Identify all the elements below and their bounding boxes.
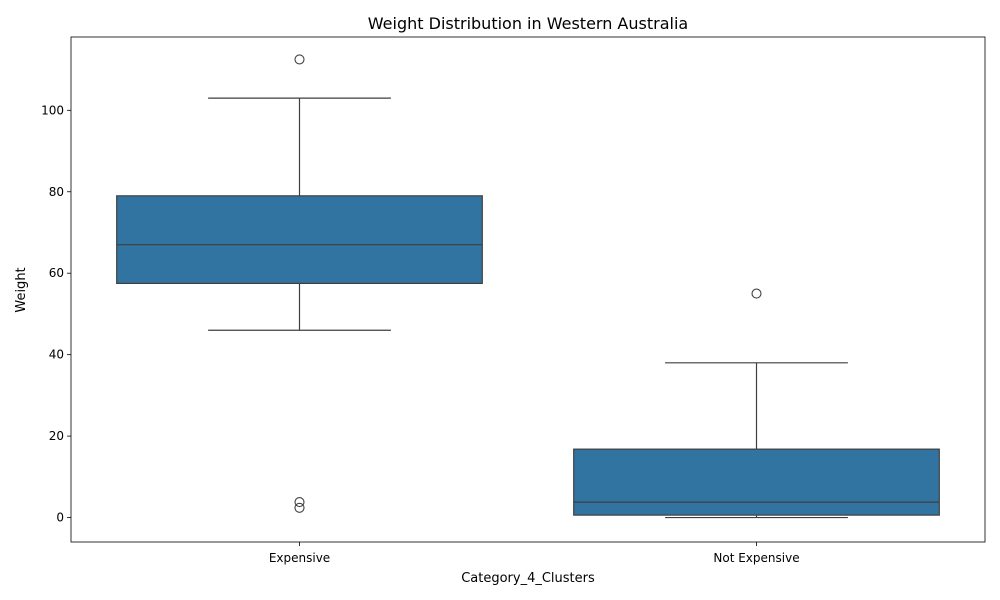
y-axis-label: Weight [14, 267, 29, 312]
x-axis: Expensive Not Expensive [269, 542, 800, 565]
plot-frame [70, 36, 986, 543]
y-tick-label: 0 [56, 511, 64, 525]
outlier-point [294, 497, 305, 508]
y-tick-label: 80 [49, 185, 64, 199]
box-group [573, 288, 940, 519]
y-axis: 0 20 40 60 80 100 [41, 103, 71, 525]
x-axis-label: Category_4_Clusters [461, 571, 595, 586]
y-tick-label: 100 [41, 103, 64, 117]
plot-area [116, 54, 940, 519]
x-tick-label: Expensive [269, 551, 330, 565]
outlier-point [751, 288, 762, 299]
x-tick-label: Not Expensive [713, 551, 799, 565]
chart-title: Weight Distribution in Western Australia [368, 14, 688, 33]
iqr-box [573, 448, 940, 516]
y-tick-label: 60 [49, 266, 64, 280]
outlier-point [294, 502, 305, 513]
y-tick-label: 40 [49, 348, 64, 362]
outlier-point [294, 54, 305, 65]
y-tick-label: 20 [49, 429, 64, 443]
iqr-box [116, 195, 483, 284]
box-group [116, 54, 483, 513]
